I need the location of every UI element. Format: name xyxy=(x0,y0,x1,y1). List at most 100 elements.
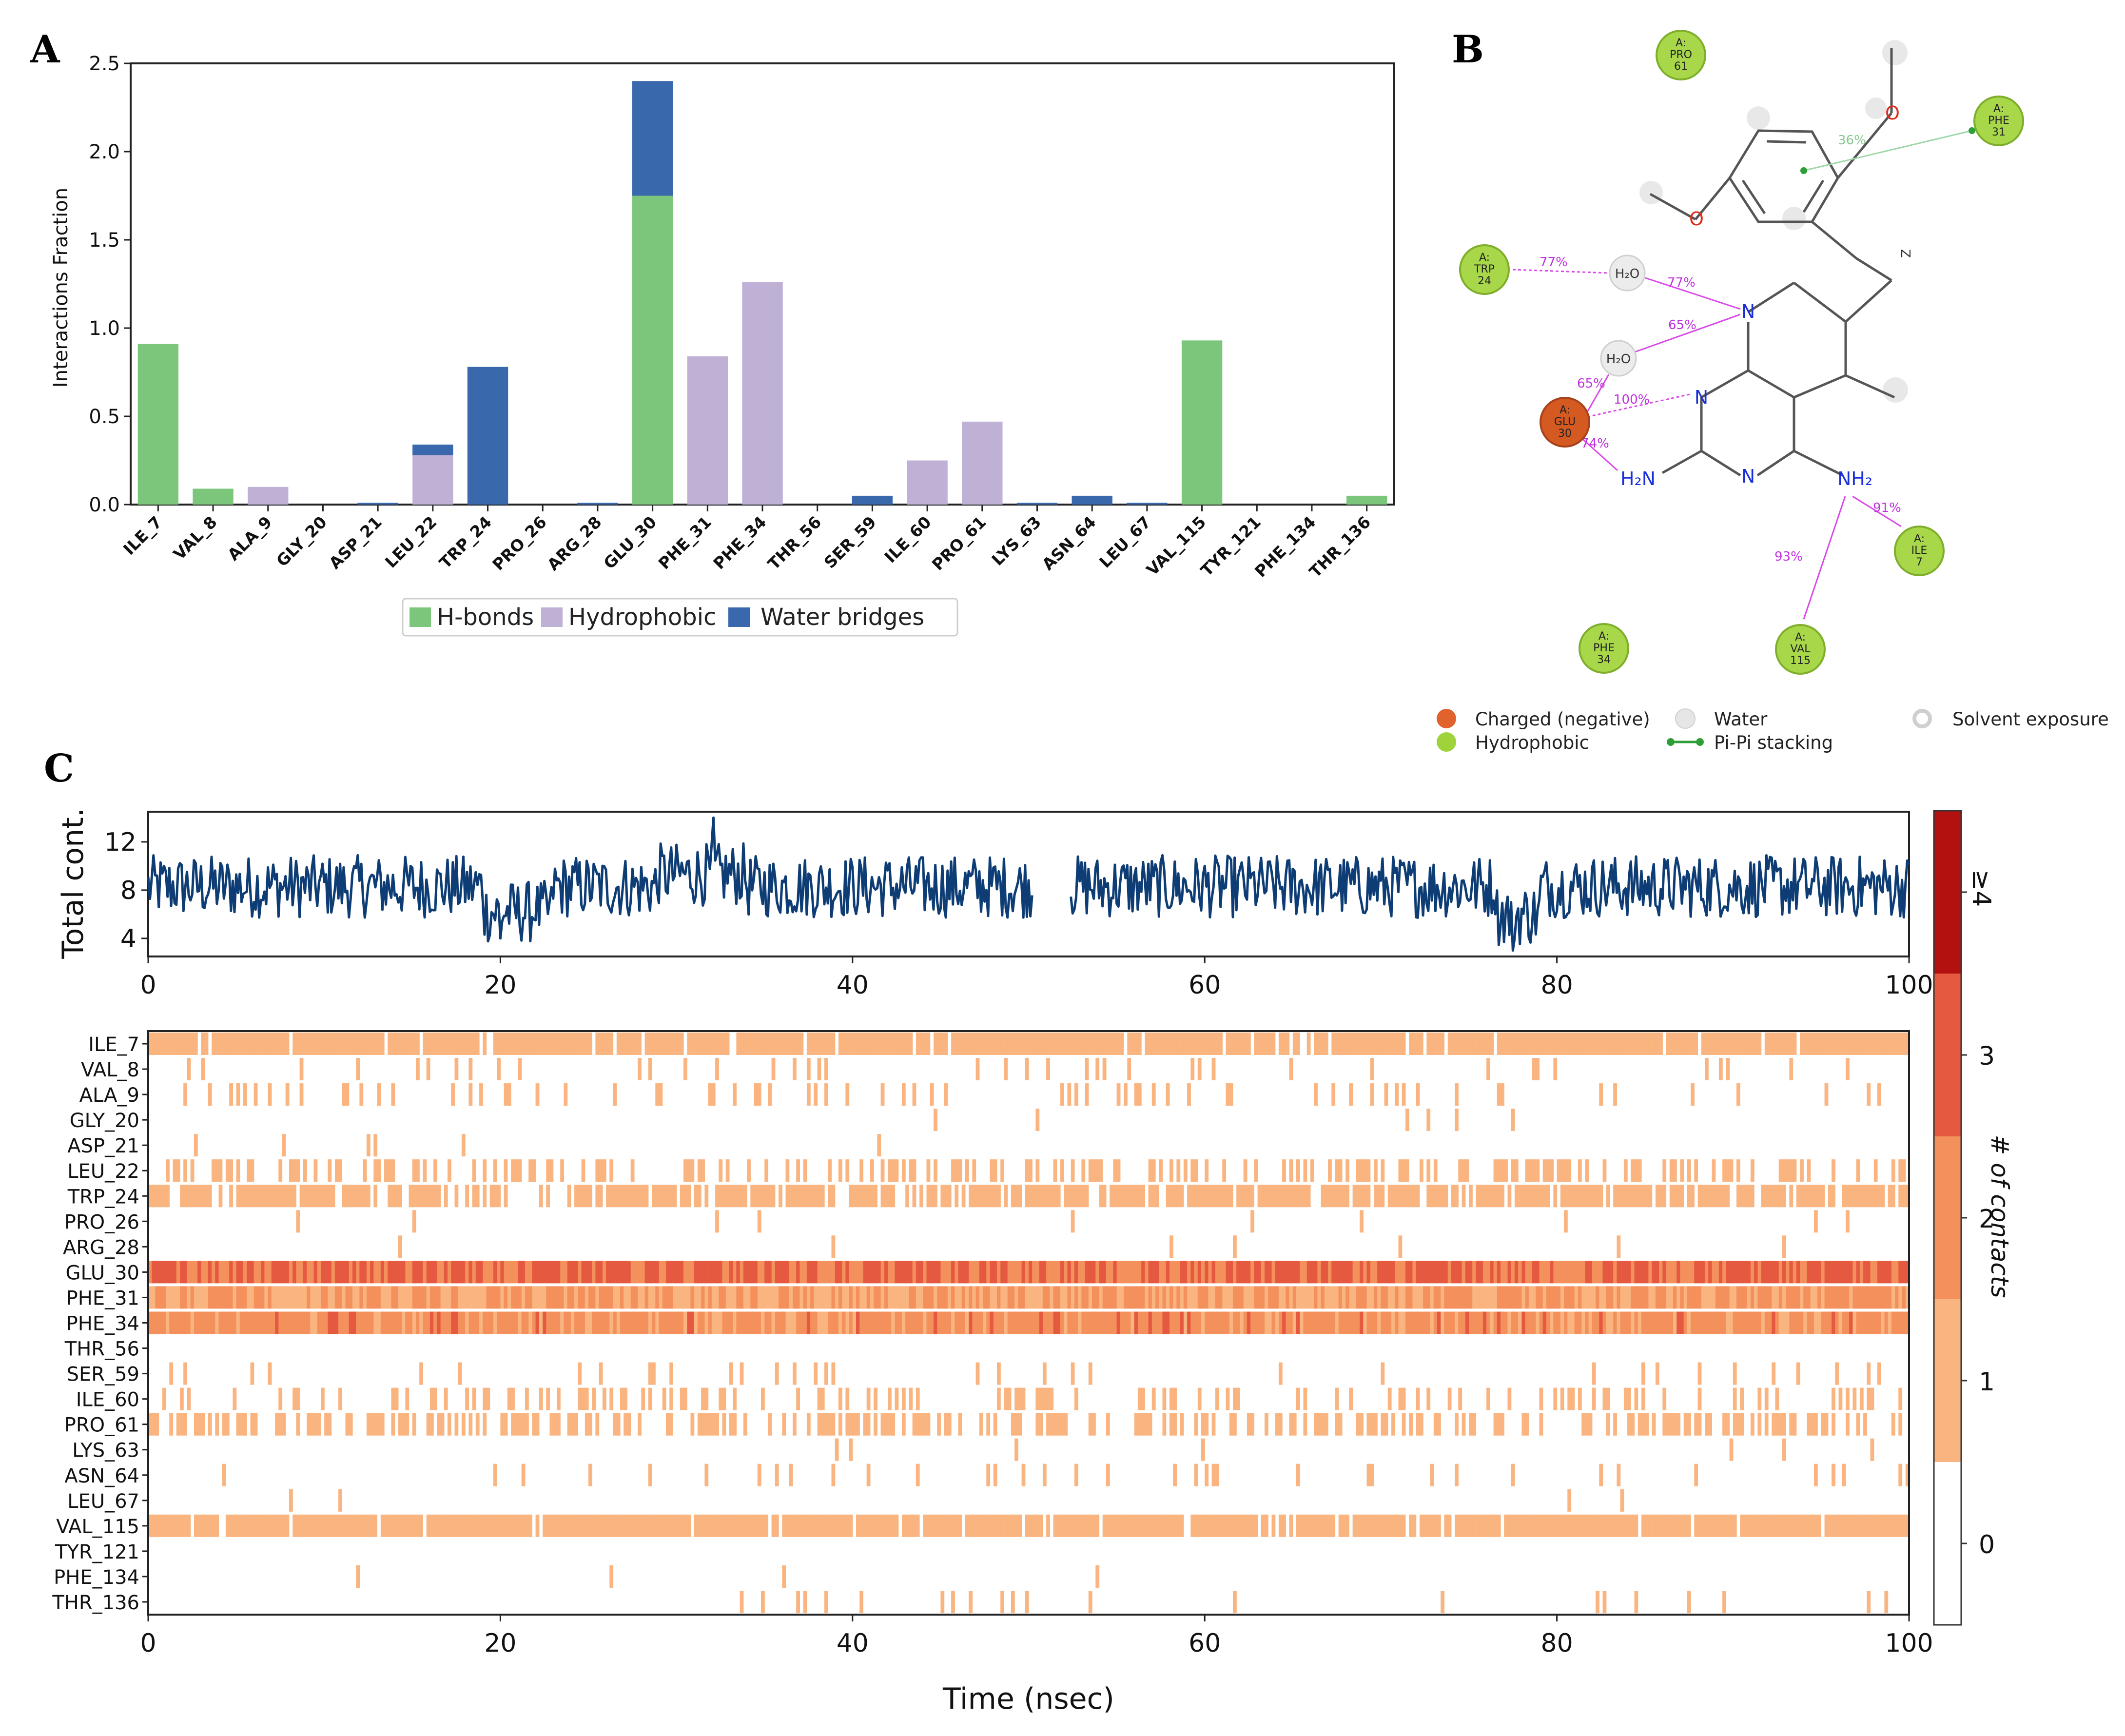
svg-text:7: 7 xyxy=(1916,556,1923,568)
svg-text:GLU: GLU xyxy=(1554,416,1576,428)
x-tick-label: ILE_60 xyxy=(881,512,935,566)
bar-asp-21-water-bridges xyxy=(357,503,398,505)
svg-text:O: O xyxy=(1885,102,1900,124)
water-molecules: H₂O H₂O xyxy=(1600,254,1646,377)
row-label-val-115: VAL_115 xyxy=(56,1516,139,1538)
heatmap-row-pro-61 xyxy=(148,1413,1903,1436)
interaction-legend: Charged (negative) Water Solvent exposur… xyxy=(1437,708,2109,753)
svg-text:100%: 100% xyxy=(1614,392,1650,407)
heatmap-row-thr-136 xyxy=(740,1591,1889,1613)
x-tick-label: ARG_28 xyxy=(544,512,605,574)
heatmap-row-ile-60 xyxy=(162,1387,1903,1410)
x-tick-label: LYS_63 xyxy=(988,512,1045,569)
svg-text:77%: 77% xyxy=(1667,275,1696,290)
row-label-val-8: VAL_8 xyxy=(81,1059,139,1081)
svg-text:A:: A: xyxy=(1914,533,1925,545)
heatmap-row-labels: ILE_7 VAL_8 ALA_9 GLY_20 ASP_21 LEU_22 TRP_24 P… xyxy=(52,1034,148,1614)
svg-text:77%: 77% xyxy=(1540,255,1568,270)
x-tick-label: LEU_22 xyxy=(381,512,440,571)
row-label-leu-22: LEU_22 xyxy=(67,1160,139,1183)
bar-glu-30-h-bonds xyxy=(632,195,673,505)
panel-c-total-contacts-chart: 4 8 12 0 20 40 60 80 100 Total cont. xyxy=(56,808,1933,1000)
svg-text:H₂O: H₂O xyxy=(1615,267,1639,281)
bar-val-115-h-bonds xyxy=(1181,340,1223,505)
heatmap-row-phe-31 xyxy=(148,1286,1910,1309)
legend-hydrophobic-label: Hydrophobic xyxy=(568,604,716,631)
y-tick-label: 1.0 xyxy=(89,317,120,340)
pi-pi-line xyxy=(1803,130,1972,172)
y-tick-label: 0.0 xyxy=(89,494,120,516)
svg-text:A:: A: xyxy=(1795,631,1806,644)
heatmap-row-ala-9 xyxy=(183,1083,1881,1106)
heatmap-row-asn-64 xyxy=(222,1463,1910,1486)
x-tick-label: TRP_24 xyxy=(435,512,495,572)
x-tick-label: VAL_8 xyxy=(170,512,221,564)
bar-phe-34-hydrophobic xyxy=(742,282,783,505)
bar-chart-x-labels: ILE_7 VAL_8 ALA_9GLY_20ASP_21LEU_22TRP_24P… xyxy=(119,505,1374,581)
svg-text:TRP: TRP xyxy=(1474,263,1495,275)
water-2 xyxy=(1600,340,1637,377)
svg-text:A:: A: xyxy=(1599,630,1609,643)
heatmap-row-ile-7 xyxy=(148,1033,1910,1055)
x-tick-label: THR_56 xyxy=(764,512,825,573)
bar-asn-64-water-bridges xyxy=(1072,495,1112,505)
svg-text:N: N xyxy=(1695,387,1708,408)
heatmap-row-gly-20 xyxy=(934,1109,1515,1131)
heatmap-x-label: Time (nsec) xyxy=(942,1682,1114,1716)
y-tick-label: 4 xyxy=(120,924,136,954)
heatmap-row-phe-34 xyxy=(148,1311,1910,1334)
x-tick-label: 20 xyxy=(484,971,516,1000)
svg-text:A:: A: xyxy=(1560,404,1570,416)
colorbar-segment-0 xyxy=(1934,1462,1961,1625)
row-label-pro-61: PRO_61 xyxy=(64,1414,139,1437)
colorbar-segment-2 xyxy=(1934,1136,1961,1299)
x-tick-label: 100 xyxy=(1885,971,1933,1000)
heatmap-row-asp-21 xyxy=(194,1134,881,1157)
svg-text:Water: Water xyxy=(1714,709,1768,730)
x-tick-label: 40 xyxy=(837,1629,869,1658)
heatmap-row-ser-59 xyxy=(169,1362,1881,1385)
row-label-tyr-121: TYR_121 xyxy=(55,1541,139,1563)
y-tick-label: 0.5 xyxy=(89,406,120,428)
row-label-ala-9: ALA_9 xyxy=(79,1084,139,1107)
svg-text:74%: 74% xyxy=(1581,436,1609,451)
total-contacts-x-ticks: 0 20 40 60 80 100 xyxy=(140,956,1933,1000)
bar-lys-63-water-bridges xyxy=(1016,503,1058,505)
colorbar-label: 3 xyxy=(1979,1042,1995,1071)
colorbar-segment-3 xyxy=(1934,974,1961,1136)
colorbar-segment-4 xyxy=(1934,811,1961,974)
heatmap-row-arg-28 xyxy=(398,1235,1786,1258)
row-label-pro-26: PRO_26 xyxy=(64,1211,139,1233)
panel-a-letter: A xyxy=(30,27,60,72)
bar-chart-y-ticks: 0.0 0.5 1.0 1.5 2.0 2.5 xyxy=(89,53,131,516)
heatmap-row-leu-22 xyxy=(166,1159,1906,1182)
colorbar-label: 1 xyxy=(1979,1367,1995,1397)
contacts-colorbar: 0 1 2 3 ≥4 # of contacts xyxy=(1933,810,2014,1626)
water-1 xyxy=(1609,254,1646,292)
y-tick-label: 8 xyxy=(120,876,136,905)
heatmap-x-ticks: 0 20 40 60 80 100 xyxy=(140,1615,1933,1658)
heatmap-row-val-8 xyxy=(187,1058,1850,1080)
bar-arg-28-water-bridges xyxy=(577,503,618,505)
bar-chart-bars xyxy=(137,81,1387,505)
x-tick-label: GLY_20 xyxy=(273,512,331,570)
interaction-percentages: 36% 77% 77% 65% 65% 100% 74% 91% 93% xyxy=(1540,133,1901,564)
panel-c-contact-heatmap: ILE_7 VAL_8 ALA_9 GLY_20 ASP_21 LEU_22 TRP_24 P… xyxy=(52,1030,1933,1716)
bar-pro-61-hydrophobic xyxy=(962,421,1003,505)
svg-text:O: O xyxy=(1689,208,1704,230)
panel-a-bar-chart: 0.0 0.5 1.0 1.5 2.0 2.5 ILE_7 VAL_8 ALA_9GLY_20… xyxy=(50,53,1395,637)
svg-text:VAL: VAL xyxy=(1791,643,1811,655)
x-tick-label: PRO_26 xyxy=(488,512,550,574)
svg-text:24: 24 xyxy=(1478,275,1491,287)
colorbar-segment-1 xyxy=(1934,1299,1961,1462)
colorbar-label: 0 xyxy=(1979,1530,1995,1560)
x-tick-label: 60 xyxy=(1189,1629,1221,1658)
bar-chart-y-label: Interactions Fraction xyxy=(50,188,72,388)
svg-text:Pi-Pi stacking: Pi-Pi stacking xyxy=(1714,732,1833,753)
svg-text:PRO: PRO xyxy=(1670,49,1692,61)
bar-leu-22-water-bridges xyxy=(412,444,453,455)
svg-text:A:: A: xyxy=(1479,252,1490,264)
colorbar-label: ≥4 xyxy=(1967,870,1996,907)
svg-text:31: 31 xyxy=(1992,126,2006,138)
